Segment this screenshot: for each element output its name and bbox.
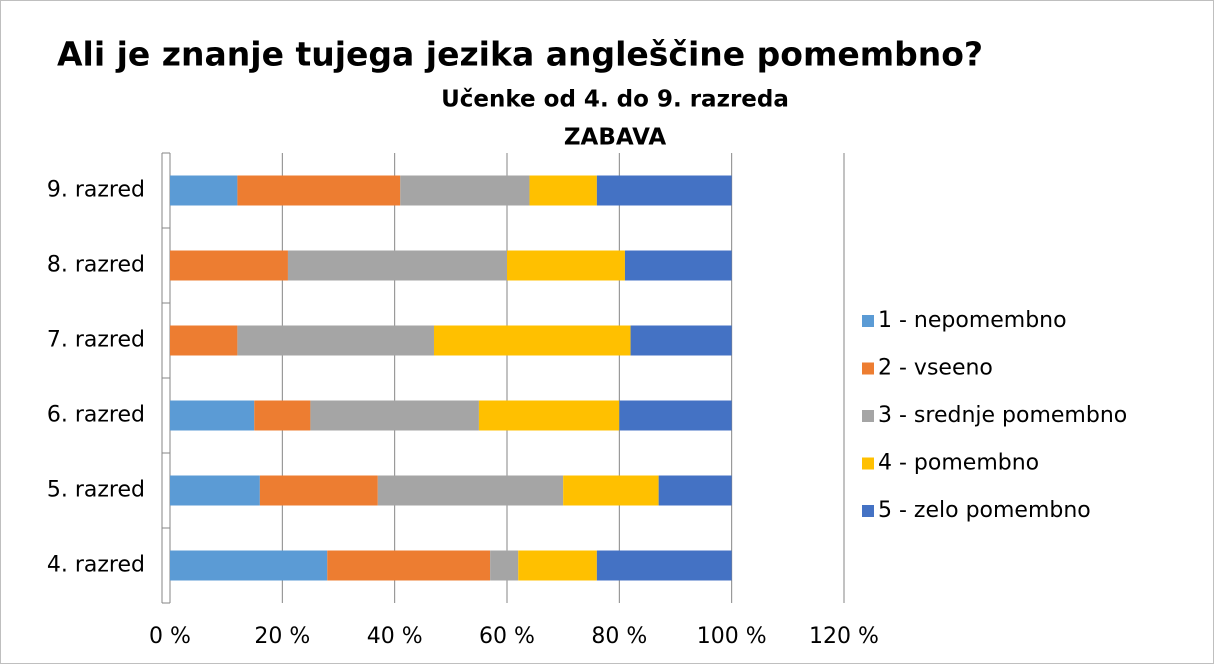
bar-segment <box>596 175 732 206</box>
bar-segment <box>596 550 732 581</box>
legend-label: 5 - zelo pomembno <box>878 498 1091 523</box>
bar-segment <box>287 250 507 281</box>
x-tick-label: 40 % <box>367 624 423 649</box>
y-tick-label: 8. razred <box>47 253 145 278</box>
bar-segment <box>518 550 597 581</box>
x-tick-label: 20 % <box>254 624 310 649</box>
x-tick-label: 60 % <box>479 624 535 649</box>
x-tick-label: 80 % <box>591 624 647 649</box>
bar-segment <box>433 325 631 356</box>
bar-segment <box>529 175 597 206</box>
bar-segment <box>310 400 479 431</box>
bar-segment <box>170 550 328 581</box>
bar-segment <box>170 250 288 281</box>
x-tick-label: 120 % <box>809 624 879 649</box>
y-tick-label: 5. razred <box>47 478 145 503</box>
bar-segment <box>259 475 378 506</box>
bar-segment <box>237 175 401 206</box>
x-tick-label: 100 % <box>697 624 767 649</box>
bar-segment <box>377 475 564 506</box>
legend-swatch <box>862 505 874 517</box>
legend-label: 1 - nepomembno <box>878 308 1067 333</box>
chart-subtitle: Učenke od 4. do 9. razreda <box>441 87 789 113</box>
legend-swatch <box>862 457 874 470</box>
bar-segment <box>170 175 238 206</box>
bar-segment <box>170 400 255 431</box>
y-tick-label: 9. razred <box>47 178 145 203</box>
bar-segment <box>237 325 434 356</box>
chart-title: Ali je znanje tujega jezika angleščine p… <box>57 35 983 74</box>
bar-segment <box>170 475 260 506</box>
bar-segment <box>624 250 732 281</box>
bar-segment <box>327 550 491 581</box>
legend-swatch <box>862 410 874 422</box>
y-tick-label: 7. razred <box>47 328 145 353</box>
bar-segment <box>254 400 311 431</box>
legend-label: 3 - srednje pomembno <box>878 403 1127 428</box>
bar-segment <box>658 475 732 506</box>
bar-segment <box>400 175 530 206</box>
y-tick-label: 4. razred <box>47 553 145 578</box>
y-tick-label: 6. razred <box>47 403 145 428</box>
bar-segment <box>563 475 659 506</box>
bar-segment <box>619 400 732 431</box>
x-tick-label: 0 % <box>149 624 191 649</box>
legend-swatch <box>862 362 874 375</box>
bar-segment <box>170 325 238 356</box>
bar-segment <box>478 400 620 431</box>
legend-label: 2 - vseeno <box>878 356 993 381</box>
bar-segment <box>630 325 732 356</box>
chart-annotation: ZABAVA <box>564 125 666 151</box>
bar-segment <box>490 550 519 581</box>
legend-swatch <box>862 315 874 327</box>
bar-segment <box>507 250 625 281</box>
legend-label: 4 - pomembno <box>878 451 1039 476</box>
